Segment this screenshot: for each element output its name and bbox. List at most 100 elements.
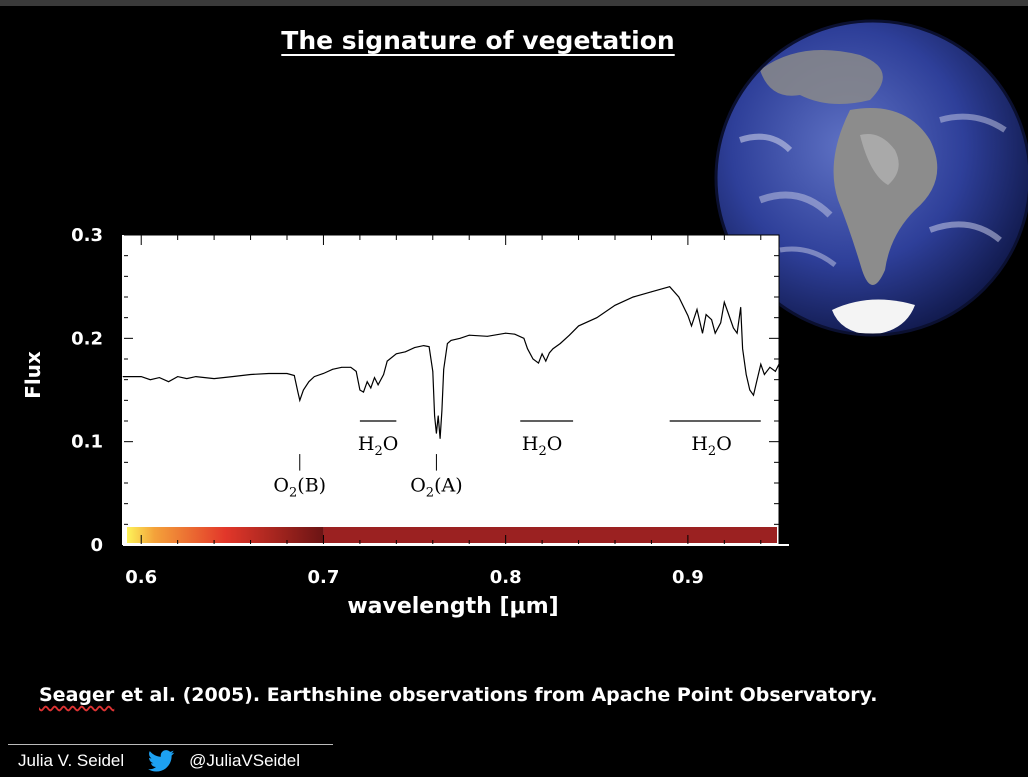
spectrum-point <box>377 384 379 386</box>
x-tick-label: 0.9 <box>672 567 704 588</box>
spectrum-point <box>443 368 445 370</box>
spectrum-point <box>552 348 554 350</box>
spectrum-point <box>231 376 233 377</box>
y-tick-label: 0.3 <box>71 225 103 246</box>
spectrum-point <box>297 391 299 393</box>
spectrum-point <box>632 296 634 298</box>
spectrum-point <box>168 381 169 383</box>
spectrum-point <box>714 332 716 334</box>
annotation-label: O2(B) <box>273 474 326 500</box>
spectrum-point <box>749 389 751 391</box>
spectrum-point <box>538 362 539 364</box>
spectrum-point <box>350 366 352 368</box>
spectrum-point <box>414 347 415 349</box>
spectrum-point <box>696 309 698 310</box>
spectrum-point <box>769 366 771 368</box>
spectrum-point <box>720 322 722 324</box>
spectrum-point <box>596 317 598 319</box>
spectrum-point <box>359 389 361 391</box>
footer-handle[interactable]: @JuliaVSeidel <box>189 751 300 770</box>
footer-rule <box>8 744 333 745</box>
spectrum-point <box>439 438 441 439</box>
spectrum-point <box>441 410 443 412</box>
twitter-bird-icon[interactable] <box>148 750 175 772</box>
annotation-label: H2O <box>358 433 398 459</box>
citation-text: et al. (2005). Earthshine observations f… <box>114 684 878 706</box>
spectrum-bar-red <box>323 527 777 543</box>
spectrum-point <box>446 343 448 344</box>
spectrum-point <box>250 374 251 375</box>
spectrum-point <box>177 376 179 377</box>
spectrum-point <box>727 312 729 313</box>
spectrum-point <box>386 360 388 362</box>
spectrum-point <box>669 286 671 288</box>
spectrum-point <box>122 376 124 377</box>
spectrum-point <box>523 337 525 339</box>
spectrum-point <box>363 391 364 393</box>
spectrum-point <box>303 389 304 391</box>
spectrum-point <box>186 378 188 380</box>
spectrum-point <box>437 415 439 417</box>
spectrum-point <box>733 327 734 329</box>
plot-area <box>123 235 779 545</box>
spectrum-point <box>614 304 616 306</box>
spectrum-point <box>355 371 357 372</box>
spectrum-point <box>651 291 652 293</box>
spectrum-point <box>705 314 707 315</box>
spectrum-point <box>434 415 435 417</box>
spectrum-point <box>149 379 151 381</box>
spectrum-point <box>299 399 301 401</box>
spectrum-point <box>753 394 754 396</box>
top-rule <box>0 0 1028 6</box>
spectrum-point <box>370 387 372 389</box>
spectrum-point <box>742 348 743 350</box>
spectrum-point <box>428 346 430 347</box>
spectrum-point <box>436 433 437 434</box>
x-tick-label: 0.8 <box>490 567 522 588</box>
spectrum-point <box>332 368 333 370</box>
spectrum-point <box>374 377 375 378</box>
spectrum-point <box>468 334 470 336</box>
spectrum-point <box>702 332 703 334</box>
spectrum-point <box>213 378 215 380</box>
spectrum-point <box>159 377 160 378</box>
spectrum-point <box>514 333 516 335</box>
spectrum-point <box>527 348 528 350</box>
spectrum-point <box>723 301 725 303</box>
citation-author: Seager <box>39 684 115 706</box>
spectrum-point <box>140 376 142 377</box>
citation: Seager et al. (2005). Earthshine observa… <box>39 684 878 706</box>
annotation-label: H2O <box>691 433 731 459</box>
spectrum-point <box>578 325 579 327</box>
spectrum-point <box>505 332 507 334</box>
spectrum-point <box>323 373 324 374</box>
y-tick-label: 0 <box>90 535 103 556</box>
spectrum-point <box>450 340 452 341</box>
spectrum-point <box>313 376 315 377</box>
spectrum-point <box>293 375 295 376</box>
spectrum-point <box>383 374 384 375</box>
spectrum-point <box>195 376 197 377</box>
spectrum-point <box>569 334 570 336</box>
spectrum-point <box>760 363 762 365</box>
spectrum-point <box>549 352 550 354</box>
spectrum-point <box>341 366 343 368</box>
spectrum-point <box>678 296 680 298</box>
spectrum-point <box>405 351 406 353</box>
spectrum-point <box>687 315 689 316</box>
spectrum-point <box>745 374 747 375</box>
spectrum-point <box>432 371 434 372</box>
spectrum-point <box>764 374 765 375</box>
slide-title: The signature of vegetation <box>281 26 675 55</box>
spectrum-point <box>756 379 758 381</box>
spectrum-point <box>366 381 368 383</box>
spectrum-bar-gradient <box>127 527 324 543</box>
y-tick-label: 0.1 <box>71 432 103 453</box>
spectrum-point <box>740 306 742 308</box>
annotation-label: H2O <box>522 433 562 459</box>
spectrum-point <box>532 358 534 360</box>
spectrum-point <box>545 360 547 362</box>
spectrum-point <box>286 373 288 374</box>
x-tick-label: 0.6 <box>125 567 157 588</box>
